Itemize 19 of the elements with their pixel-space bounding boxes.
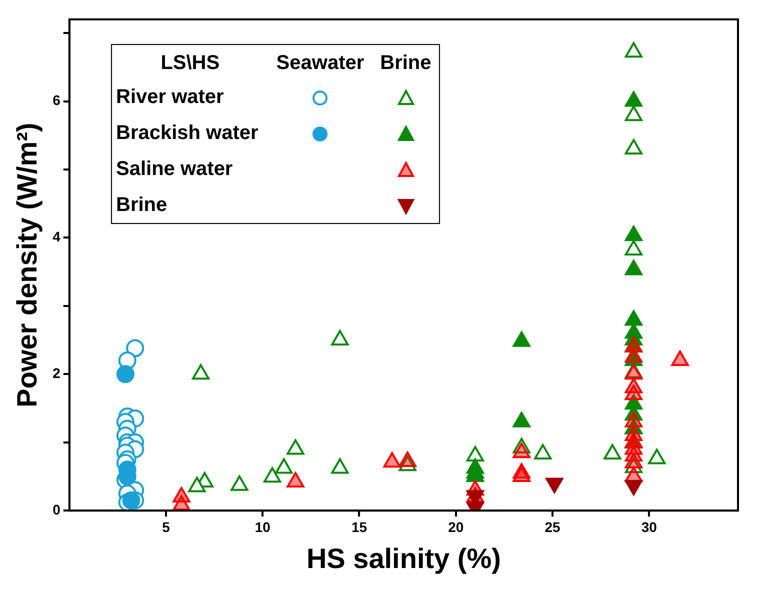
x-tick-label: 15: [351, 518, 368, 535]
x-axis-title: HS salinity (%): [306, 542, 501, 574]
x-tick-label: 20: [448, 518, 464, 535]
y-tick-label: 4: [52, 228, 61, 245]
annotation: River water: [115, 85, 225, 110]
y-tick-label: 2: [52, 365, 61, 382]
annotation: Brine: [115, 193, 168, 218]
annotation: Seawater: [275, 51, 366, 76]
x-tick-label: 10: [254, 518, 271, 535]
y-tick-label: 0: [52, 501, 61, 518]
y-axis-title: Power density (W/m²): [12, 122, 43, 408]
x-tick-label: 25: [544, 518, 560, 535]
annotation: Brine: [379, 51, 432, 76]
legend-title: LS\HS: [160, 51, 221, 76]
annotation: Saline water: [115, 157, 234, 182]
x-tick-label: 30: [641, 518, 658, 535]
x-tick-label: 5: [162, 518, 170, 535]
y-tick-label: 6: [52, 92, 61, 108]
annotation: Brackish water: [115, 121, 260, 146]
